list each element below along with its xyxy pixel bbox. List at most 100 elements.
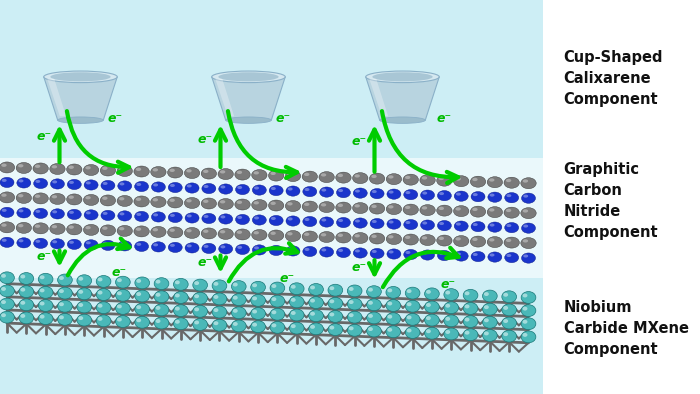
Ellipse shape [503, 293, 508, 297]
Ellipse shape [444, 328, 458, 340]
Text: e⁻: e⁻ [437, 112, 452, 125]
Ellipse shape [232, 320, 246, 332]
Ellipse shape [52, 165, 57, 168]
Ellipse shape [388, 205, 393, 208]
Text: e⁻: e⁻ [197, 133, 213, 146]
Ellipse shape [169, 169, 175, 172]
Ellipse shape [19, 273, 34, 284]
Ellipse shape [321, 233, 326, 236]
Ellipse shape [38, 273, 53, 285]
Ellipse shape [225, 117, 272, 123]
Ellipse shape [52, 195, 57, 198]
Ellipse shape [154, 304, 169, 316]
Ellipse shape [272, 284, 276, 288]
Ellipse shape [330, 325, 335, 329]
Ellipse shape [445, 304, 450, 308]
Ellipse shape [0, 192, 15, 203]
Ellipse shape [186, 199, 192, 203]
Ellipse shape [354, 234, 360, 238]
Ellipse shape [405, 300, 420, 312]
Ellipse shape [118, 181, 132, 191]
Ellipse shape [471, 191, 485, 202]
Ellipse shape [251, 294, 265, 306]
Ellipse shape [387, 328, 392, 332]
Ellipse shape [136, 305, 141, 309]
Ellipse shape [77, 314, 92, 326]
Ellipse shape [465, 318, 470, 322]
Ellipse shape [77, 275, 92, 286]
Ellipse shape [153, 243, 158, 246]
Ellipse shape [320, 247, 334, 257]
Ellipse shape [489, 238, 494, 242]
Ellipse shape [19, 299, 34, 311]
Text: e⁻: e⁻ [197, 256, 213, 269]
Ellipse shape [136, 279, 141, 283]
Ellipse shape [102, 197, 108, 200]
Ellipse shape [57, 300, 72, 312]
Ellipse shape [353, 173, 368, 184]
Ellipse shape [66, 164, 82, 175]
Ellipse shape [521, 318, 536, 330]
Ellipse shape [155, 280, 160, 284]
Ellipse shape [1, 193, 6, 197]
Ellipse shape [78, 316, 83, 320]
Ellipse shape [20, 275, 25, 279]
Ellipse shape [387, 301, 392, 305]
Ellipse shape [212, 319, 227, 331]
Ellipse shape [387, 315, 392, 319]
Ellipse shape [69, 225, 74, 229]
Ellipse shape [465, 305, 470, 309]
Ellipse shape [286, 246, 300, 256]
Ellipse shape [175, 320, 180, 324]
Bar [0, 158, 542, 278]
Text: e⁻: e⁻ [108, 112, 123, 125]
Text: e⁻: e⁻ [279, 272, 295, 285]
Ellipse shape [425, 327, 440, 339]
Ellipse shape [504, 177, 519, 188]
Ellipse shape [50, 193, 65, 204]
Ellipse shape [96, 289, 111, 301]
Ellipse shape [387, 219, 401, 229]
Ellipse shape [170, 244, 175, 247]
Ellipse shape [134, 181, 148, 191]
Ellipse shape [330, 299, 335, 303]
Ellipse shape [367, 299, 382, 311]
Ellipse shape [371, 175, 377, 178]
Ellipse shape [404, 190, 418, 200]
Ellipse shape [404, 249, 418, 260]
Ellipse shape [16, 162, 32, 173]
Ellipse shape [100, 195, 116, 206]
Ellipse shape [155, 293, 160, 297]
Ellipse shape [232, 281, 246, 292]
Ellipse shape [330, 286, 335, 290]
Ellipse shape [272, 310, 276, 314]
Ellipse shape [522, 253, 536, 263]
Ellipse shape [168, 182, 182, 193]
Ellipse shape [2, 239, 7, 242]
Ellipse shape [310, 312, 315, 316]
Ellipse shape [220, 200, 225, 203]
Ellipse shape [456, 253, 461, 256]
Ellipse shape [167, 227, 183, 238]
Ellipse shape [135, 290, 150, 302]
Ellipse shape [100, 225, 116, 236]
Ellipse shape [52, 240, 57, 243]
Ellipse shape [304, 218, 309, 221]
Ellipse shape [1, 313, 6, 317]
Ellipse shape [271, 187, 276, 190]
Ellipse shape [251, 199, 267, 210]
Ellipse shape [349, 313, 354, 317]
Ellipse shape [78, 290, 83, 294]
Ellipse shape [372, 220, 377, 223]
Ellipse shape [521, 208, 536, 219]
Ellipse shape [17, 238, 31, 248]
Ellipse shape [355, 190, 360, 193]
Ellipse shape [19, 209, 24, 212]
Ellipse shape [270, 172, 276, 175]
Ellipse shape [254, 186, 259, 190]
Ellipse shape [34, 208, 48, 219]
Ellipse shape [220, 170, 225, 173]
Ellipse shape [290, 324, 295, 328]
Ellipse shape [175, 281, 180, 284]
Ellipse shape [354, 248, 368, 258]
